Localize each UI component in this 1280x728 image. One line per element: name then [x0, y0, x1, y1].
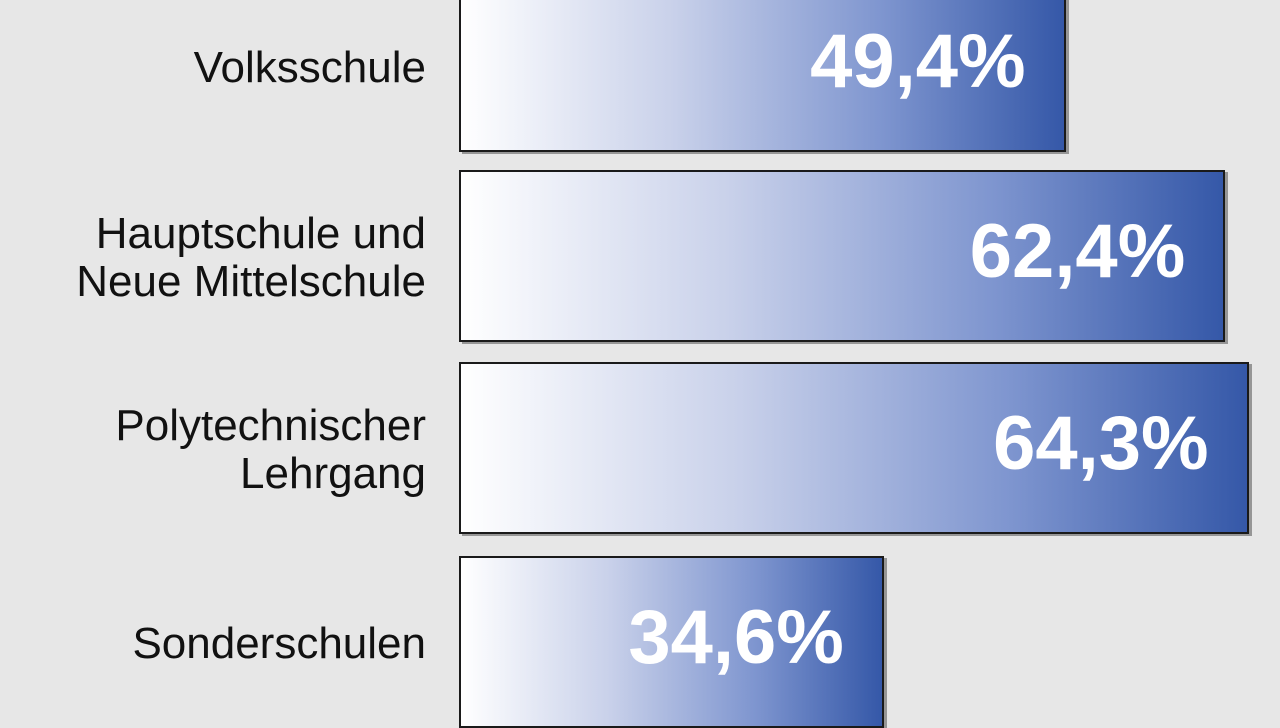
category-label: Hauptschule und Neue Mittelschule	[76, 209, 426, 306]
bar	[459, 362, 1249, 534]
bar	[459, 0, 1066, 152]
category-label: Polytechnischer Lehrgang	[115, 401, 426, 498]
data-label: 49,4%	[810, 19, 1026, 104]
category-label: Volksschule	[193, 43, 426, 92]
data-label: 34,6%	[628, 595, 844, 680]
bar	[459, 170, 1226, 342]
category-label: Sonderschulen	[132, 619, 426, 668]
data-label: 62,4%	[969, 209, 1186, 294]
data-label: 64,3%	[993, 401, 1209, 486]
